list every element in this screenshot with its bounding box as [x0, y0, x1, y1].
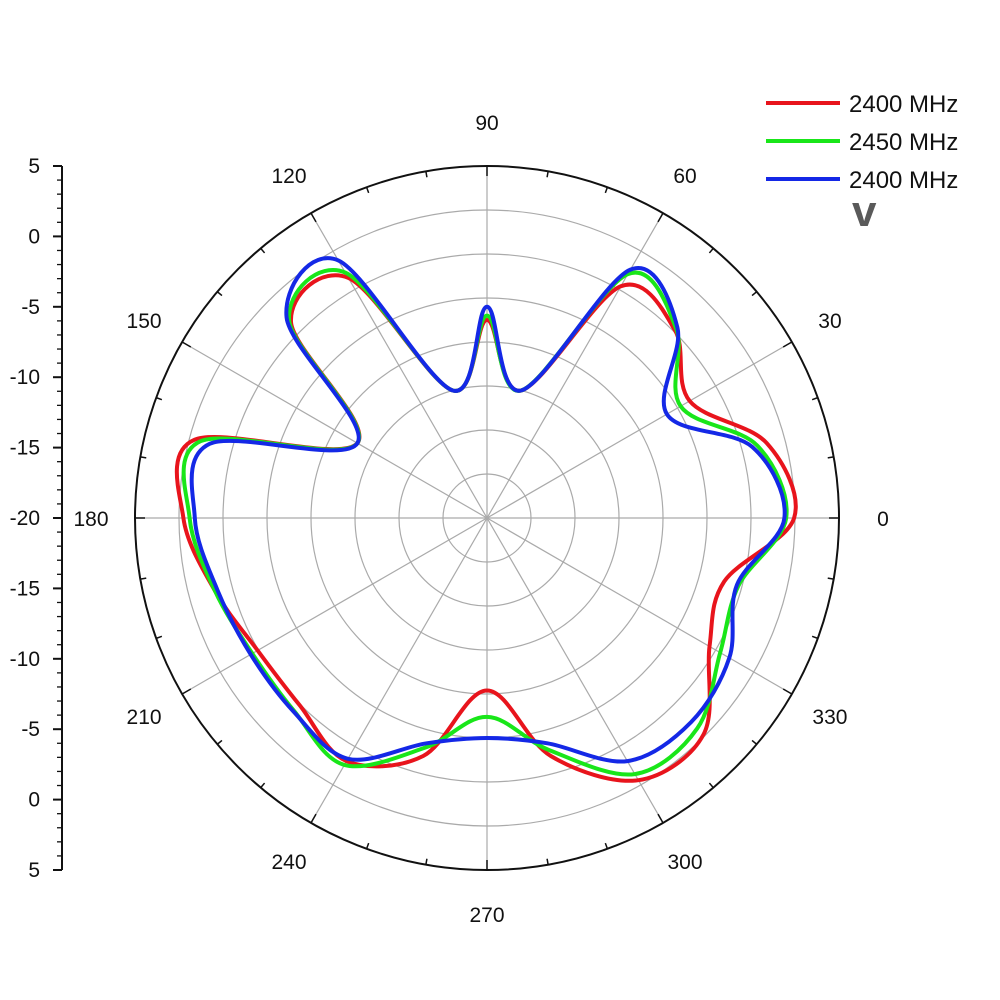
angle-tick: [546, 858, 549, 865]
radial-tick-label: 5: [28, 155, 40, 178]
angle-tick: [181, 341, 192, 348]
angle-tick: [657, 212, 664, 223]
angle-tick: [155, 396, 163, 401]
angle-label-330: 330: [812, 706, 847, 729]
angle-label-90: 90: [475, 112, 498, 135]
radial-tick-label: 0: [28, 789, 40, 812]
angle-tick: [657, 813, 664, 824]
angle-tick: [751, 291, 758, 297]
angle-tick: [782, 341, 793, 348]
angle-tick: [782, 688, 793, 695]
angle-tick: [546, 171, 549, 178]
legend-label-1: 2400 MHz: [849, 91, 958, 118]
grid-spoke: [181, 341, 793, 695]
radial-tick-label: -10: [10, 366, 40, 389]
series-line-2: [181, 268, 789, 777]
angle-tick: [365, 186, 370, 194]
angle-tick: [260, 782, 266, 789]
angle-tick: [425, 171, 428, 178]
radial-tick-label: 5: [28, 859, 40, 882]
radial-tick-label: -20: [10, 507, 40, 530]
radial-tick-label: -10: [10, 648, 40, 671]
angle-tick: [708, 247, 714, 254]
angle-label-0: 0: [877, 508, 889, 531]
series-line-3: [189, 256, 787, 764]
angle-tick: [827, 577, 834, 580]
radial-axis: 5 0 -5 -10 -15 -20 -15 -10 -5 0 5: [10, 155, 63, 882]
angle-tick: [751, 739, 758, 745]
angle-tick: [140, 456, 147, 459]
angle-tick: [310, 813, 317, 824]
angle-tick: [811, 396, 819, 401]
polar-grid: [134, 165, 840, 871]
angle-label-30: 30: [818, 310, 841, 333]
angle-tick: [216, 291, 223, 297]
radial-tick-label: 0: [28, 225, 40, 248]
radial-tick-label: -5: [21, 718, 40, 741]
radial-tick-label: -15: [10, 577, 40, 600]
angle-labels: 0 30 60 90 120 150 180 210 240 270 300 330: [73, 112, 888, 927]
angle-label-300: 300: [667, 851, 702, 874]
angle-label-60: 60: [673, 165, 696, 188]
angle-tick: [310, 212, 317, 223]
legend-label-2: 2450 MHz: [849, 129, 958, 156]
angle-tick: [155, 635, 163, 640]
radial-tick-label: -5: [21, 296, 40, 319]
series-line-1: [174, 273, 798, 783]
radial-tick-label: -15: [10, 437, 40, 460]
angle-label-210: 210: [127, 706, 162, 729]
angle-tick: [140, 577, 147, 580]
angle-tick: [811, 635, 819, 640]
series-lines: [174, 256, 798, 783]
angle-label-270: 270: [469, 904, 504, 927]
angle-tick: [365, 842, 370, 850]
angle-tick: [425, 858, 428, 865]
angle-tick: [708, 782, 714, 789]
angle-label-150: 150: [127, 310, 162, 333]
legend: 2400 MHz 2450 MHz 2400 MHz: [766, 91, 958, 194]
angle-label-180: 180: [73, 508, 108, 531]
angle-tick: [827, 456, 834, 459]
angle-label-240: 240: [271, 851, 306, 874]
angle-label-120: 120: [271, 165, 306, 188]
angle-tick: [260, 247, 266, 254]
angle-tick: [181, 688, 192, 695]
legend-label-3: 2400 MHz: [849, 167, 958, 194]
angle-tick: [604, 842, 609, 850]
angle-tick: [216, 739, 223, 745]
panel-label: v: [852, 187, 877, 236]
angle-tick: [604, 186, 609, 194]
